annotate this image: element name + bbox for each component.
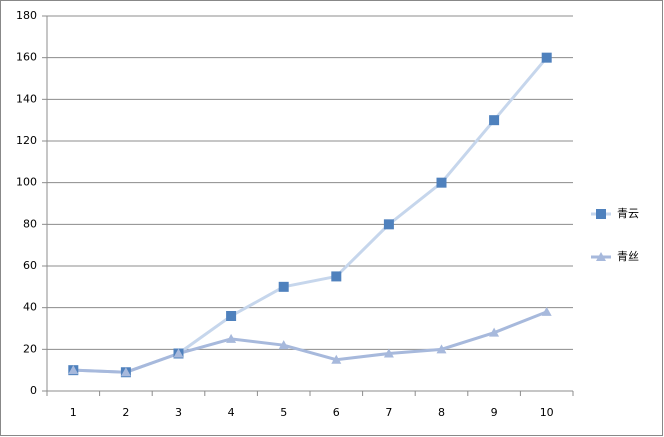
data-point (278, 340, 289, 350)
x-tick-label: 6 (333, 406, 340, 419)
legend-label: 青丝 (617, 250, 639, 263)
y-tick-label: 20 (23, 342, 37, 355)
x-tick-label: 9 (491, 406, 498, 419)
y-tick-label: 140 (16, 92, 37, 105)
y-tick-label: 80 (23, 217, 37, 230)
x-tick-label: 8 (438, 406, 445, 419)
x-tick-label: 10 (540, 406, 554, 419)
data-point (541, 306, 552, 316)
data-point (278, 281, 289, 292)
data-point (331, 271, 342, 282)
y-tick-label: 60 (23, 259, 37, 272)
data-point (436, 344, 447, 354)
y-tick-label: 160 (16, 51, 37, 64)
data-point (489, 327, 500, 337)
x-tick-label: 7 (385, 406, 392, 419)
data-point (226, 311, 237, 321)
x-tick-label: 1 (70, 406, 77, 419)
legend-marker (596, 209, 606, 219)
x-tick-label: 2 (122, 406, 129, 419)
y-tick-label: 100 (16, 176, 37, 189)
data-point (489, 115, 500, 126)
series-line (73, 310, 548, 374)
legend-label: 青云 (617, 207, 639, 220)
data-point (68, 365, 79, 375)
y-tick-label: 0 (30, 384, 37, 397)
data-point (173, 348, 184, 358)
data-point (541, 52, 552, 63)
legend-marker (596, 252, 606, 261)
y-tick-label: 40 (23, 301, 37, 314)
y-tick-label: 120 (16, 134, 37, 147)
data-point (331, 354, 342, 364)
data-point (226, 333, 237, 343)
data-point (120, 367, 131, 377)
data-point (383, 348, 394, 358)
data-point (436, 177, 447, 188)
x-tick-label: 3 (175, 406, 182, 419)
y-tick-label: 180 (16, 9, 37, 22)
x-tick-label: 5 (280, 406, 287, 419)
x-tick-label: 4 (228, 406, 235, 419)
data-point (383, 219, 394, 230)
